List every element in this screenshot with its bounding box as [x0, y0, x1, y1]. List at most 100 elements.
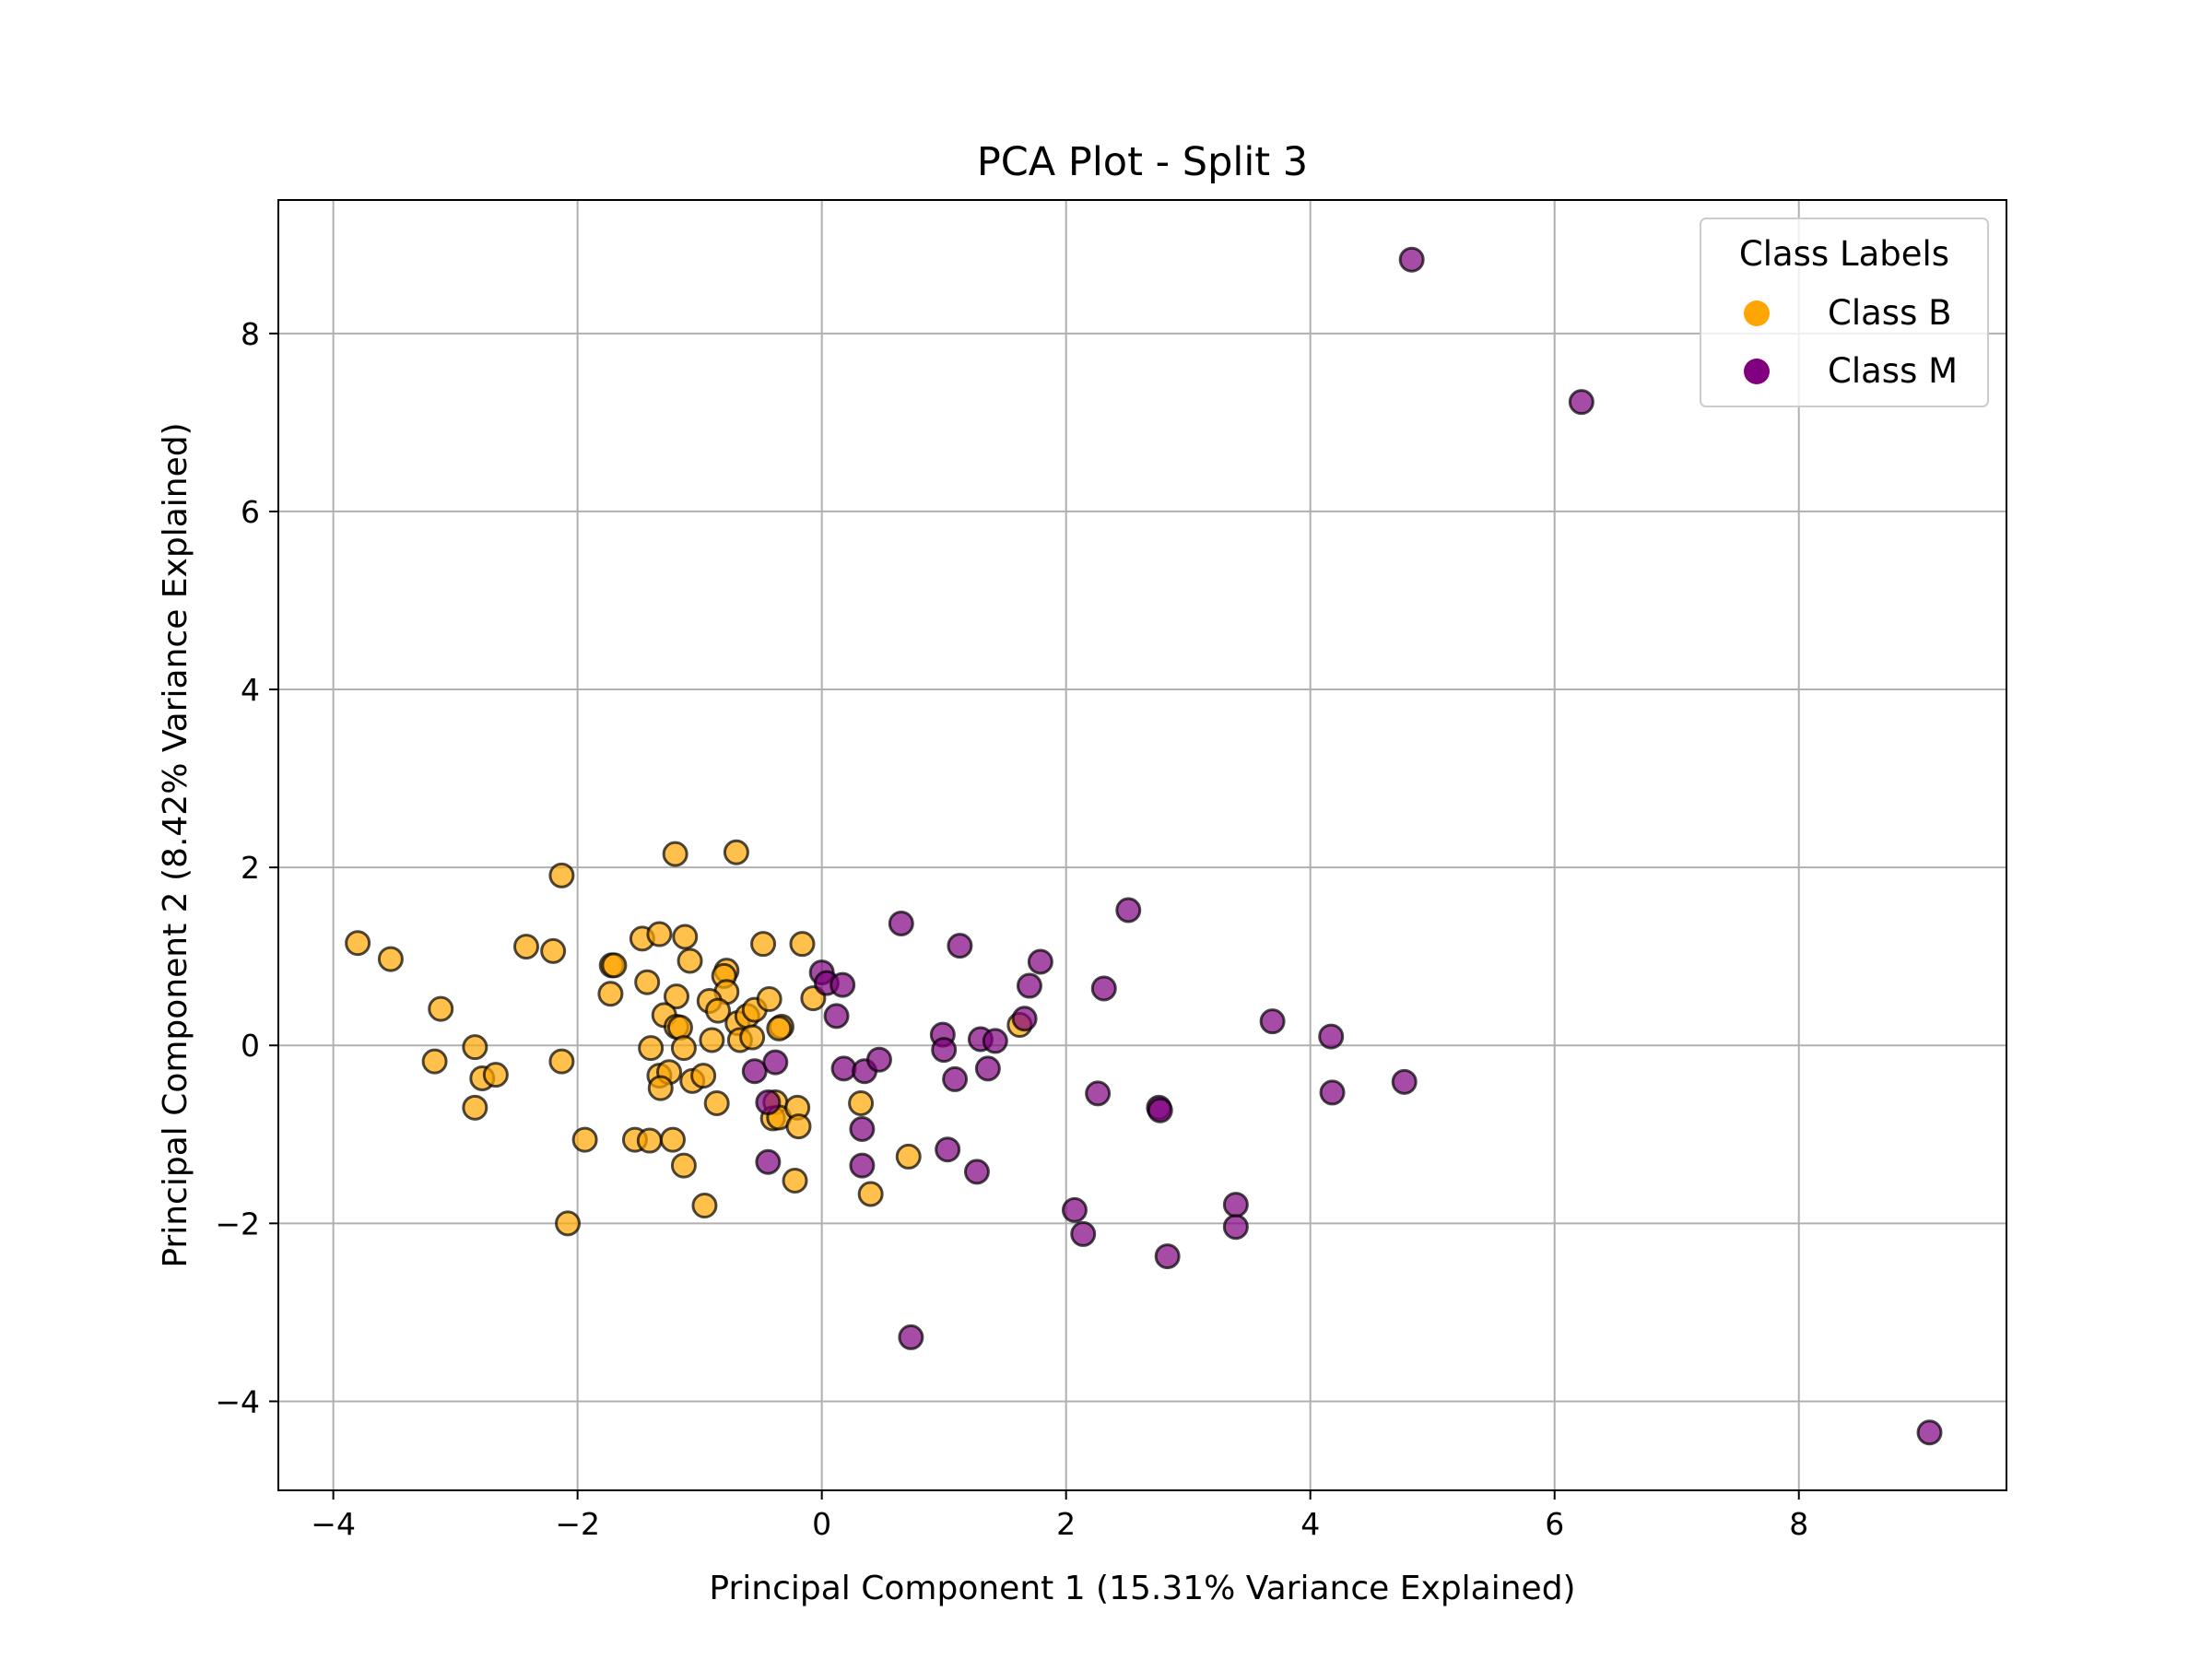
data-points: [345, 246, 1943, 1446]
data-point-class-m: [1027, 948, 1053, 975]
data-point-class-b: [848, 1090, 875, 1116]
data-point-class-b: [789, 931, 816, 958]
data-point-class-b: [691, 1193, 718, 1219]
data-point-class-b: [670, 1152, 697, 1179]
data-point-class-m: [849, 1152, 876, 1179]
data-point-class-m: [1259, 1008, 1286, 1035]
data-point-class-b: [699, 1027, 725, 1053]
y-tick-label: −2: [215, 1206, 260, 1241]
data-point-class-m: [1115, 897, 1142, 924]
data-point-class-m: [942, 1065, 969, 1092]
data-point-class-b: [597, 981, 624, 1007]
data-point-class-b: [646, 921, 673, 947]
data-point-class-m: [1154, 1243, 1181, 1270]
data-point-class-m: [755, 1089, 782, 1116]
data-point-class-m: [762, 1049, 789, 1076]
x-tick-label: 4: [1300, 1506, 1320, 1542]
data-point-class-b: [548, 1048, 575, 1075]
legend-label-class-m: Class M: [1828, 351, 1958, 391]
y-axis-label: Principal Component 2 (8.42% Variance Ex…: [157, 422, 194, 1267]
data-point-class-b: [428, 995, 454, 1022]
data-point-class-m: [1085, 1080, 1112, 1107]
data-point-class-b: [739, 1024, 766, 1051]
data-point-class-m: [1070, 1220, 1097, 1247]
axis-ticks: −4 −2 0 2 4 6 8 −4 −2 0 2 4 6 8: [215, 316, 1808, 1542]
data-point-class-m: [1222, 1192, 1249, 1218]
data-point-class-b: [677, 947, 703, 974]
data-point-class-b: [601, 952, 628, 979]
data-point-class-m: [931, 1037, 958, 1064]
y-tick-label: 0: [241, 1028, 260, 1064]
data-point-class-b: [857, 1181, 884, 1207]
legend-label-class-b: Class B: [1828, 293, 1952, 333]
data-point-class-b: [548, 862, 575, 888]
data-point-class-m: [1222, 1214, 1249, 1241]
x-tick-label: 6: [1545, 1506, 1564, 1542]
data-point-class-m: [865, 1046, 892, 1073]
y-tick-label: 4: [241, 672, 260, 708]
data-point-class-b: [636, 1127, 663, 1154]
data-point-class-b: [377, 946, 404, 972]
data-point-class-b: [703, 1090, 730, 1116]
data-point-class-b: [670, 1035, 697, 1062]
data-point-class-b: [421, 1048, 448, 1075]
data-point-class-b: [723, 839, 749, 865]
data-point-class-m: [1916, 1419, 1943, 1446]
data-point-class-m: [1318, 1023, 1345, 1050]
data-point-class-m: [888, 910, 914, 936]
data-point-class-b: [662, 841, 688, 867]
data-point-class-b: [705, 997, 732, 1024]
y-tick-label: 8: [241, 316, 260, 352]
legend: Class Labels Class B Class M: [1700, 218, 1989, 407]
data-point-class-m: [963, 1159, 990, 1185]
data-point-class-b: [512, 934, 539, 960]
data-point-class-m: [982, 1028, 1008, 1054]
data-point-class-b: [785, 1113, 812, 1140]
data-point-class-m: [947, 933, 973, 959]
data-point-class-b: [482, 1062, 509, 1088]
data-point-class-b: [555, 1210, 582, 1237]
data-point-class-b: [750, 931, 777, 958]
data-point-class-m: [974, 1055, 1001, 1082]
data-point-class-b: [690, 1063, 717, 1089]
data-point-class-m: [1090, 975, 1117, 1002]
data-point-class-b: [634, 969, 661, 995]
data-point-class-b: [663, 983, 689, 1010]
data-point-class-m: [1061, 1196, 1088, 1223]
legend-marker-class-m: [1744, 359, 1770, 384]
data-point-class-m: [898, 1324, 924, 1350]
data-point-class-b: [756, 986, 782, 1013]
data-point-class-m: [755, 1148, 782, 1175]
data-point-class-m: [823, 1003, 850, 1030]
chart-title: PCA Plot - Split 3: [977, 139, 1308, 185]
x-tick-label: −2: [555, 1506, 600, 1542]
data-point-class-b: [766, 1015, 793, 1041]
x-tick-label: 2: [1056, 1506, 1076, 1542]
legend-marker-class-b: [1744, 300, 1770, 326]
data-point-class-m: [1319, 1079, 1346, 1106]
data-point-class-m: [1016, 972, 1042, 999]
data-point-class-m: [1147, 1097, 1173, 1124]
data-point-class-b: [895, 1143, 922, 1170]
data-point-class-b: [666, 1014, 693, 1041]
data-point-class-b: [672, 924, 699, 950]
legend-box: [1700, 218, 1989, 407]
data-point-class-b: [462, 1094, 488, 1121]
y-tick-label: 2: [241, 850, 260, 886]
data-point-class-m: [830, 971, 856, 998]
data-point-class-m: [935, 1136, 961, 1163]
data-point-class-m: [849, 1116, 876, 1142]
data-point-class-m: [1568, 389, 1594, 416]
y-tick-label: 6: [241, 494, 260, 530]
x-tick-label: −4: [311, 1506, 356, 1542]
data-point-class-b: [660, 1126, 687, 1153]
data-point-class-m: [1398, 246, 1425, 273]
data-point-class-b: [462, 1034, 488, 1061]
axes-frame: [277, 199, 2007, 1491]
data-point-class-m: [1391, 1068, 1418, 1095]
data-point-class-b: [638, 1035, 665, 1062]
data-point-class-b: [571, 1126, 598, 1153]
data-point-class-b: [345, 930, 371, 957]
